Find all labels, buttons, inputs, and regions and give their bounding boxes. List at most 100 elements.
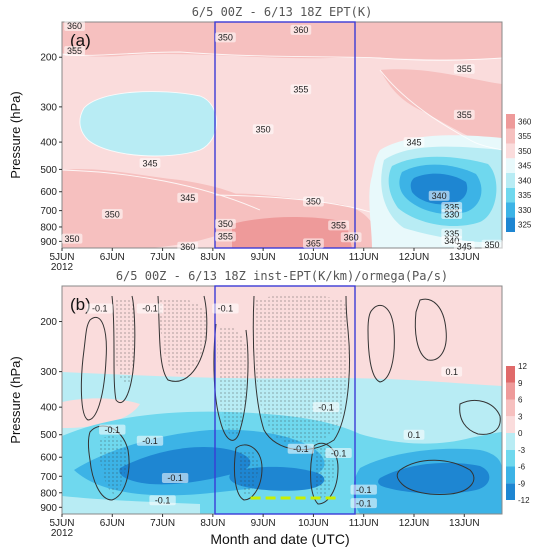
y-axis-title-b: Pressure (hPa) xyxy=(8,356,23,443)
colorbar-swatch xyxy=(506,433,515,450)
y-tick-label: 400 xyxy=(40,403,57,414)
contour-label-bg xyxy=(215,231,236,242)
contour-label: -0.1 xyxy=(155,495,171,505)
y-ticks-b: 200 300 400 500 600 700 800 900 xyxy=(40,317,62,514)
contour-label: 345 xyxy=(180,193,195,203)
contour-label-bg xyxy=(212,303,239,314)
contour-label-bg xyxy=(303,196,324,207)
contour-label-bg xyxy=(139,158,161,169)
colorbar-label: -9 xyxy=(518,479,526,488)
colorbar-swatch xyxy=(506,399,515,417)
colorbar-label: 3 xyxy=(518,412,523,421)
x-tick-label: 11JUN xyxy=(349,252,379,263)
contour-label: 365 xyxy=(306,239,321,249)
x-tick-label: 12JUN xyxy=(399,252,430,263)
omega-contour-11 xyxy=(396,459,475,495)
contour-a-2 xyxy=(379,69,502,151)
contour-a-1 xyxy=(62,51,502,61)
x-tick-label: 9JUN xyxy=(251,518,276,529)
colorbar-label: 9 xyxy=(518,379,523,388)
stipple-1 xyxy=(114,300,137,384)
colorbar-label: -6 xyxy=(518,463,526,472)
colorbar-swatch xyxy=(506,114,515,129)
stipple-5 xyxy=(100,436,127,494)
panel-b-title: 6/5 00Z - 6/13 18Z inst-EPT(K/km)/ormega… xyxy=(116,269,448,283)
contour-label: 330 xyxy=(444,209,459,219)
y-ticks-a: 200 300 400 500 600 700 800 900 xyxy=(40,53,62,248)
x-tick-label: 8JUN xyxy=(200,518,225,529)
contour-label: 355 xyxy=(218,232,233,242)
contour-label: 335 xyxy=(444,229,459,239)
contour-label-bg xyxy=(252,124,274,135)
contour-label: -0.1 xyxy=(142,436,158,446)
colorbar-swatch xyxy=(506,483,515,500)
field-b-blue-deep-2 xyxy=(378,462,490,494)
contour-label: 340 xyxy=(432,191,447,201)
x-tick-label: 6JUN xyxy=(100,518,125,529)
colorbar-label: 335 xyxy=(518,191,532,200)
omega-contour-12 xyxy=(459,400,501,435)
contour-label-bg xyxy=(290,84,312,95)
colorbar-label: 360 xyxy=(518,117,532,126)
colorbar-label: -12 xyxy=(518,496,530,505)
colorbar-label: -3 xyxy=(518,446,526,455)
contour-a-3 xyxy=(62,169,261,211)
contour-label: 350 xyxy=(218,219,233,229)
contour-label-bg xyxy=(340,232,362,243)
colorbar-swatch xyxy=(506,416,515,433)
contour-label: -0.1 xyxy=(318,402,334,412)
x-tick-label: 7JUN xyxy=(150,518,175,529)
contour-label-bg xyxy=(441,209,463,220)
field-b-light-lower xyxy=(62,496,200,514)
colorbar-swatch xyxy=(506,202,515,218)
y-tick-label: 500 xyxy=(40,430,57,441)
field-a-cold-left xyxy=(79,91,217,156)
contour-label: -0.1 xyxy=(356,485,372,495)
panel-b-field xyxy=(62,286,502,514)
contour-labels-a: 3603553503603553503553553453453453503503… xyxy=(61,21,503,252)
stipple-7 xyxy=(313,448,334,500)
field-a-cold-right-4 xyxy=(410,173,468,205)
y-tick-label: 200 xyxy=(40,53,57,64)
x-tick-label: 10JUN xyxy=(298,518,329,529)
contour-label-bg xyxy=(453,241,475,252)
colorbar-swatch xyxy=(506,143,515,159)
colorbar-swatch xyxy=(506,366,515,383)
contour-label: 355 xyxy=(331,221,346,231)
y-tick-label: 800 xyxy=(40,488,57,499)
contour-label: 360 xyxy=(67,21,82,31)
contour-label-bg xyxy=(328,220,349,231)
contour-label-bg xyxy=(441,366,463,377)
colorbar-b: -12 -9 -6 -3 0 3 6 9 12 xyxy=(506,362,530,505)
stipple-2 xyxy=(159,298,207,375)
contour-label: -0.1 xyxy=(356,498,372,508)
omega-contour-7 xyxy=(414,298,447,361)
y-tick-label: 700 xyxy=(40,206,57,217)
contour-label-bg xyxy=(215,218,236,229)
contour-label: 350 xyxy=(218,33,233,43)
contour-label: -0.1 xyxy=(92,304,108,314)
field-b-pink-patch xyxy=(62,398,140,428)
stipple-3 xyxy=(217,326,249,437)
contour-label: 335 xyxy=(444,202,459,212)
y-tick-label: 400 xyxy=(40,138,57,149)
colorbar-label: 325 xyxy=(518,221,532,230)
x-tick-label: 13JUN xyxy=(449,252,480,263)
omega-contour-6 xyxy=(367,305,395,383)
panel-b-highlight-box xyxy=(214,285,356,515)
colorbar-label: 350 xyxy=(518,147,532,156)
x-tick-label: 7JUN xyxy=(150,252,175,263)
contour-label-bg xyxy=(303,238,324,249)
omega-contour-3 xyxy=(157,295,208,382)
x-tick-label: 11JUN xyxy=(349,518,379,529)
contour-label-bg xyxy=(99,424,126,435)
omega-contour-1 xyxy=(80,317,107,421)
colorbar-label: 330 xyxy=(518,206,532,215)
colorbar-label: 355 xyxy=(518,132,532,141)
x-tick-label: 2012 xyxy=(51,528,74,539)
field-b-blue-deep-1 xyxy=(119,446,251,485)
contour-label-bg xyxy=(350,484,377,495)
colorbar-swatch xyxy=(506,128,515,144)
